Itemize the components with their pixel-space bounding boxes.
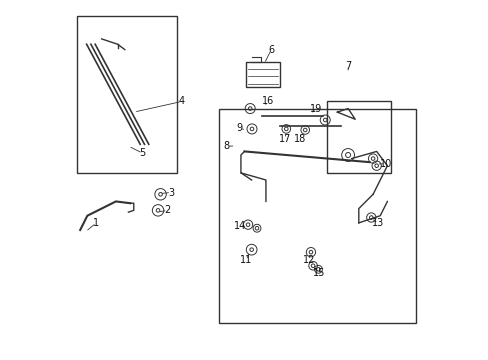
Text: 12: 12 [302,255,314,265]
Text: 2: 2 [164,205,170,215]
Text: 13: 13 [371,218,384,228]
Text: 16: 16 [261,96,273,107]
Text: 14: 14 [234,221,246,231]
Text: 7: 7 [344,61,350,71]
Text: 9: 9 [236,123,242,133]
Text: 4: 4 [179,96,184,107]
Bar [326,102,390,173]
Text: 5: 5 [139,148,145,158]
Text: 6: 6 [268,45,274,55]
Text: 11: 11 [240,255,252,265]
Text: 3: 3 [168,188,174,198]
Bar [77,16,176,173]
Text: 15: 15 [313,268,325,278]
Text: 17: 17 [279,134,291,144]
Text: 1: 1 [93,218,99,228]
Text: 10: 10 [379,159,391,169]
Text: 8: 8 [223,141,229,151]
Bar [246,62,280,87]
Bar [219,109,415,323]
Text: 18: 18 [293,134,305,144]
Text: 19: 19 [309,104,322,113]
